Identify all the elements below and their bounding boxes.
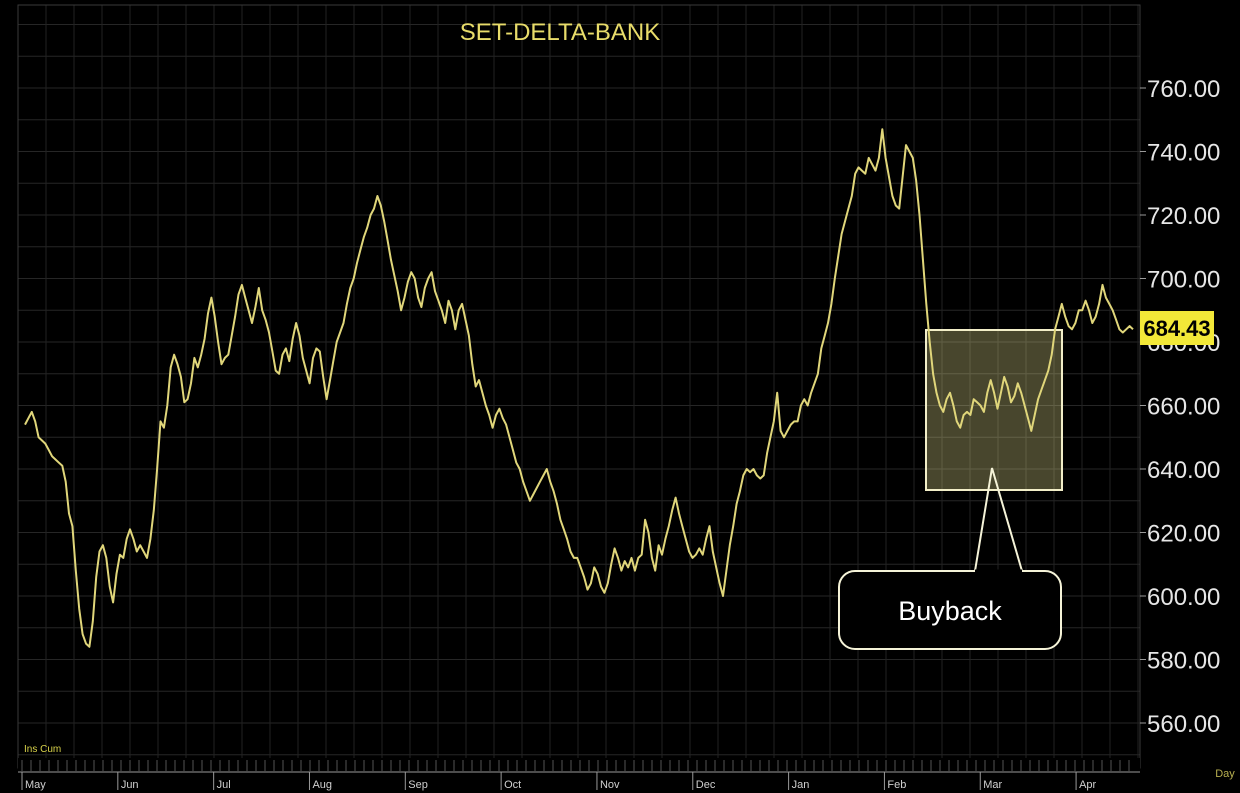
- x-month-label: Nov: [600, 779, 620, 791]
- x-month-label: Oct: [504, 779, 521, 791]
- x-axis-band: [18, 758, 1140, 790]
- x-axis: Ins Cum Day May Jun Jul Aug Sep Oct Nov Dec Jan F…: [18, 744, 1235, 791]
- x-month-label: Jun: [121, 779, 139, 791]
- y-tick-label: 760.00: [1147, 76, 1220, 103]
- y-tick-label: 640.00: [1147, 457, 1220, 484]
- x-month-label: Aug: [312, 779, 332, 791]
- callout-label: Buyback: [898, 596, 1002, 626]
- y-tick-label: 580.00: [1147, 648, 1220, 675]
- x-month-label: Sep: [408, 779, 428, 791]
- x-unit-label: Day: [1215, 768, 1235, 780]
- callout-pointer: [974, 467, 1023, 572]
- last-value-label: 684.43: [1143, 316, 1210, 341]
- x-month-label: Dec: [696, 779, 716, 791]
- y-tick-label: 740.00: [1147, 140, 1220, 167]
- x-month-label: Mar: [983, 779, 1002, 791]
- buyback-annotation: Buyback: [838, 329, 1063, 650]
- y-tick-label: 660.00: [1147, 394, 1220, 421]
- buyback-highlight-box: [925, 329, 1063, 491]
- y-tick-label: 600.00: [1147, 584, 1220, 611]
- x-month-label: Apr: [1079, 779, 1096, 791]
- x-month-label: Feb: [887, 779, 906, 791]
- last-value-marker: 684.43: [1140, 311, 1214, 345]
- corner-label: Ins Cum: [24, 744, 61, 755]
- last-value-bg: [1140, 311, 1214, 345]
- y-axis: 560.00580.00600.00620.00640.00660.00680.…: [1140, 76, 1220, 738]
- x-month-label: Jul: [217, 779, 231, 791]
- y-tick-label: 700.00: [1147, 267, 1220, 294]
- y-tick-label: 620.00: [1147, 521, 1220, 548]
- chart-title: SET-DELTA-BANK: [460, 19, 660, 46]
- y-tick-label: 560.00: [1147, 711, 1220, 738]
- callout-box: [838, 570, 1062, 650]
- grid: [17, 5, 1140, 758]
- x-month-label: May: [25, 779, 46, 791]
- x-month-label: Jan: [792, 779, 810, 791]
- series-line: [24, 128, 1134, 648]
- y-tick-label: 720.00: [1147, 203, 1220, 230]
